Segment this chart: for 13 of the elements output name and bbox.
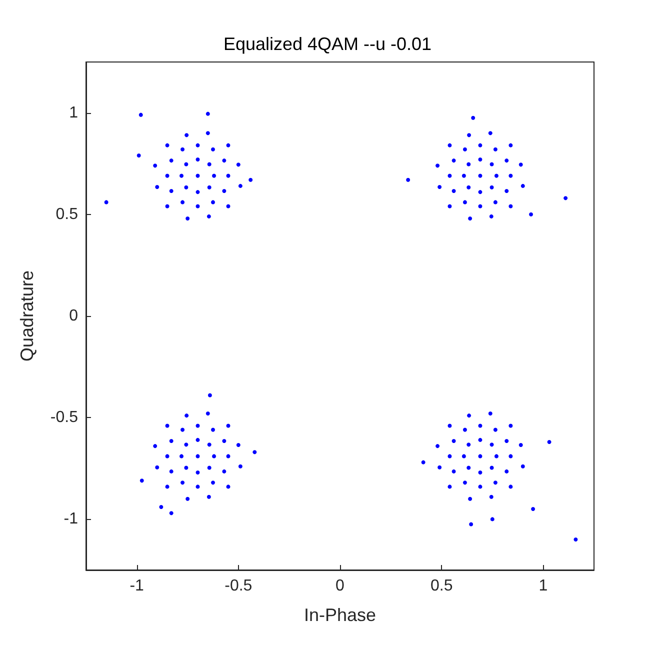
x-axis-title: In-Phase xyxy=(304,605,376,625)
y-tick-label: -1 xyxy=(64,510,78,528)
y-tick-label: 0.5 xyxy=(56,206,78,223)
x-tick-label: -1 xyxy=(130,578,144,594)
y-tick-label: 0 xyxy=(69,308,78,324)
y-tick-label: -0.5 xyxy=(50,409,78,426)
x-tick-label: 0 xyxy=(336,578,345,594)
y-axis-title: Quadrature xyxy=(17,270,37,362)
x-tick-label: 0.5 xyxy=(430,578,453,594)
y-tick-label: 1 xyxy=(69,104,78,122)
chart-title: Equalized 4QAM --u -0.01 xyxy=(223,34,432,54)
x-tick-label: 1 xyxy=(538,578,548,594)
x-tick-label: -0.5 xyxy=(224,578,252,594)
